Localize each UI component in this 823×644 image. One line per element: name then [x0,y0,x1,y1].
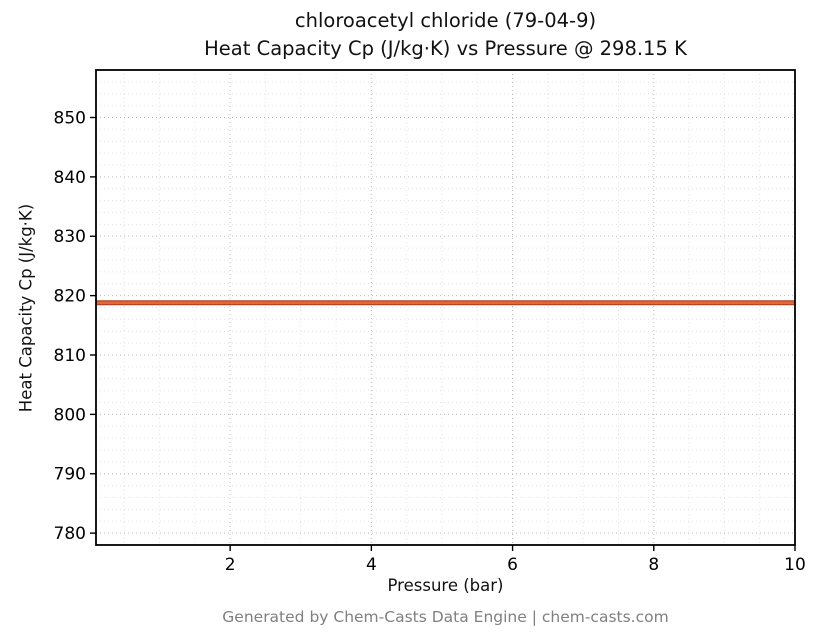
svg-text:780: 780 [54,524,86,544]
chart-title-line1: chloroacetyl chloride (79-04-9) [294,9,597,32]
svg-text:840: 840 [54,168,86,188]
svg-text:6: 6 [507,555,518,575]
svg-text:820: 820 [54,287,86,307]
svg-text:810: 810 [54,346,86,366]
x-axis-label: Pressure (bar) [387,576,504,595]
svg-text:10: 10 [784,555,806,575]
chart-title: chloroacetyl chloride (79-04-9) Heat Cap… [96,7,795,64]
svg-text:8: 8 [648,555,659,575]
y-axis-label: Heat Capacity Cp (J/kg·K) [16,203,36,413]
svg-text:800: 800 [54,405,86,425]
chart-title-line2: Heat Capacity Cp (J/kg·K) vs Pressure @ … [204,37,687,61]
svg-text:2: 2 [225,555,236,575]
svg-text:850: 850 [54,108,86,128]
svg-text:830: 830 [54,227,86,247]
svg-text:4: 4 [366,555,377,575]
footer-credit: Generated by Chem-Casts Data Engine | ch… [222,608,669,626]
svg-text:790: 790 [54,465,86,485]
